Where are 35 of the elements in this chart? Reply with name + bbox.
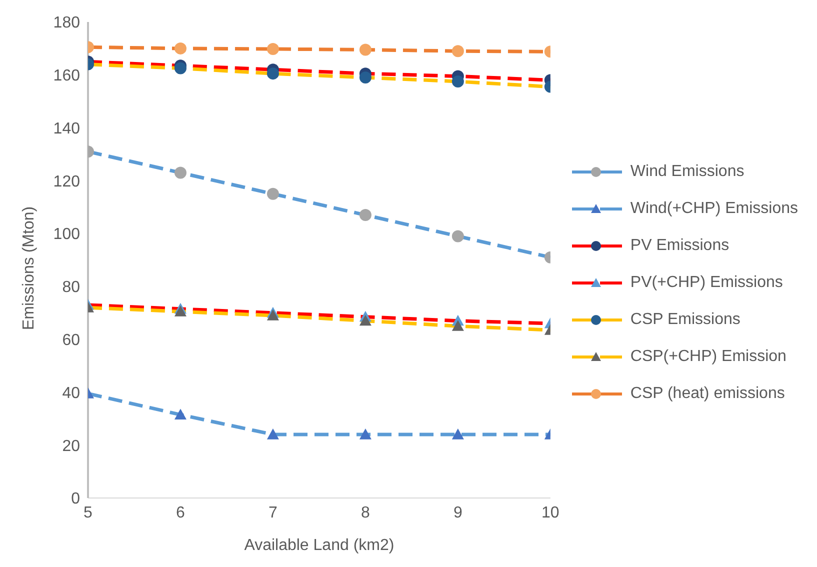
point [359, 72, 372, 84]
legend-label: Wind Emissions [630, 163, 744, 181]
x-axis-title: Available Land (km2) [244, 537, 394, 554]
y-tick-label: 20 [62, 438, 80, 455]
y-tick-label: 0 [71, 490, 80, 508]
legend-label: CSP(+CHP) Emission [630, 348, 786, 366]
point [359, 314, 372, 326]
x-tick-label: 10 [542, 504, 560, 522]
point [266, 42, 279, 55]
y-tick-label: 160 [53, 68, 80, 85]
x-tick-label: 9 [453, 504, 462, 522]
point [266, 68, 279, 80]
y-tick-label: 80 [62, 279, 80, 296]
legend-label: PV Emissions [630, 237, 730, 255]
y-tick-label: 60 [62, 332, 80, 350]
y-tick-label: 120 [53, 173, 80, 190]
x-tick-label: 7 [268, 504, 278, 522]
legend-label: CSP Emissions [630, 311, 740, 329]
y-tick-label: 180 [53, 14, 80, 32]
legend-label: CSP (heat) emissions [630, 385, 785, 403]
point [266, 428, 279, 440]
point [359, 428, 372, 440]
y-axis-title: Emissions (Mton) [20, 206, 38, 330]
y-tick-label: 140 [53, 120, 80, 138]
point [266, 310, 279, 320]
x-tick-label: 8 [360, 504, 370, 522]
y-tick-label: 40 [62, 384, 80, 402]
y-tick-label: 100 [53, 226, 80, 244]
point [266, 188, 279, 200]
legend-label: PV(+CHP) Emissions [630, 274, 783, 292]
x-tick-label: 5 [84, 504, 93, 522]
point [359, 44, 372, 56]
point [359, 209, 372, 222]
x-tick-label: 6 [176, 504, 186, 522]
legend-label: Wind(+CHP) Emissions [630, 200, 798, 218]
